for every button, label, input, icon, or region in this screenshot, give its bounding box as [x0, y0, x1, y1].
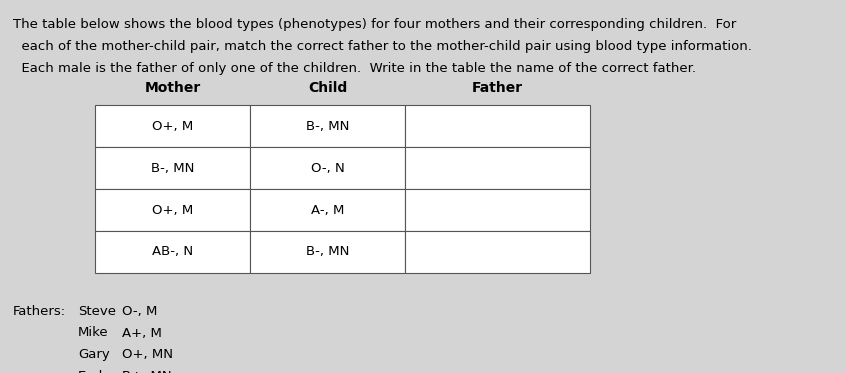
Bar [250, 105, 405, 147]
Bar [250, 231, 405, 273]
Text: Erol: Erol [78, 370, 103, 373]
Bar [405, 231, 590, 273]
Text: O+, M: O+, M [152, 119, 193, 132]
Bar [405, 189, 590, 231]
Text: O-, M: O-, M [122, 305, 157, 318]
Text: A-, M: A-, M [310, 204, 344, 216]
Text: Fathers:: Fathers: [13, 305, 66, 318]
Bar [95, 231, 250, 273]
Bar [95, 189, 250, 231]
Text: Each male is the father of only one of the children.  Write in the table the nam: Each male is the father of only one of t… [13, 62, 696, 75]
Bar [405, 105, 590, 147]
Text: The table below shows the blood types (phenotypes) for four mothers and their co: The table below shows the blood types (p… [13, 18, 736, 31]
Text: Mother: Mother [145, 81, 201, 95]
Bar [250, 189, 405, 231]
Bar [95, 105, 250, 147]
Text: Father: Father [472, 81, 523, 95]
Text: O-, N: O-, N [310, 162, 344, 175]
Text: B+, MN: B+, MN [122, 370, 172, 373]
Bar [95, 147, 250, 189]
Text: AB-, N: AB-, N [152, 245, 193, 258]
Text: B-, MN: B-, MN [305, 119, 349, 132]
Text: Gary: Gary [78, 348, 110, 361]
Text: B-, MN: B-, MN [151, 162, 195, 175]
Text: Mike: Mike [78, 326, 108, 339]
Text: B-, MN: B-, MN [305, 245, 349, 258]
Text: Steve: Steve [78, 305, 116, 318]
Bar [250, 147, 405, 189]
Text: O+, MN: O+, MN [122, 348, 173, 361]
Text: each of the mother-child pair, match the correct father to the mother-child pair: each of the mother-child pair, match the… [13, 40, 752, 53]
Bar [405, 147, 590, 189]
Text: Child: Child [308, 81, 347, 95]
Text: O+, M: O+, M [152, 204, 193, 216]
Text: A+, M: A+, M [122, 326, 162, 339]
